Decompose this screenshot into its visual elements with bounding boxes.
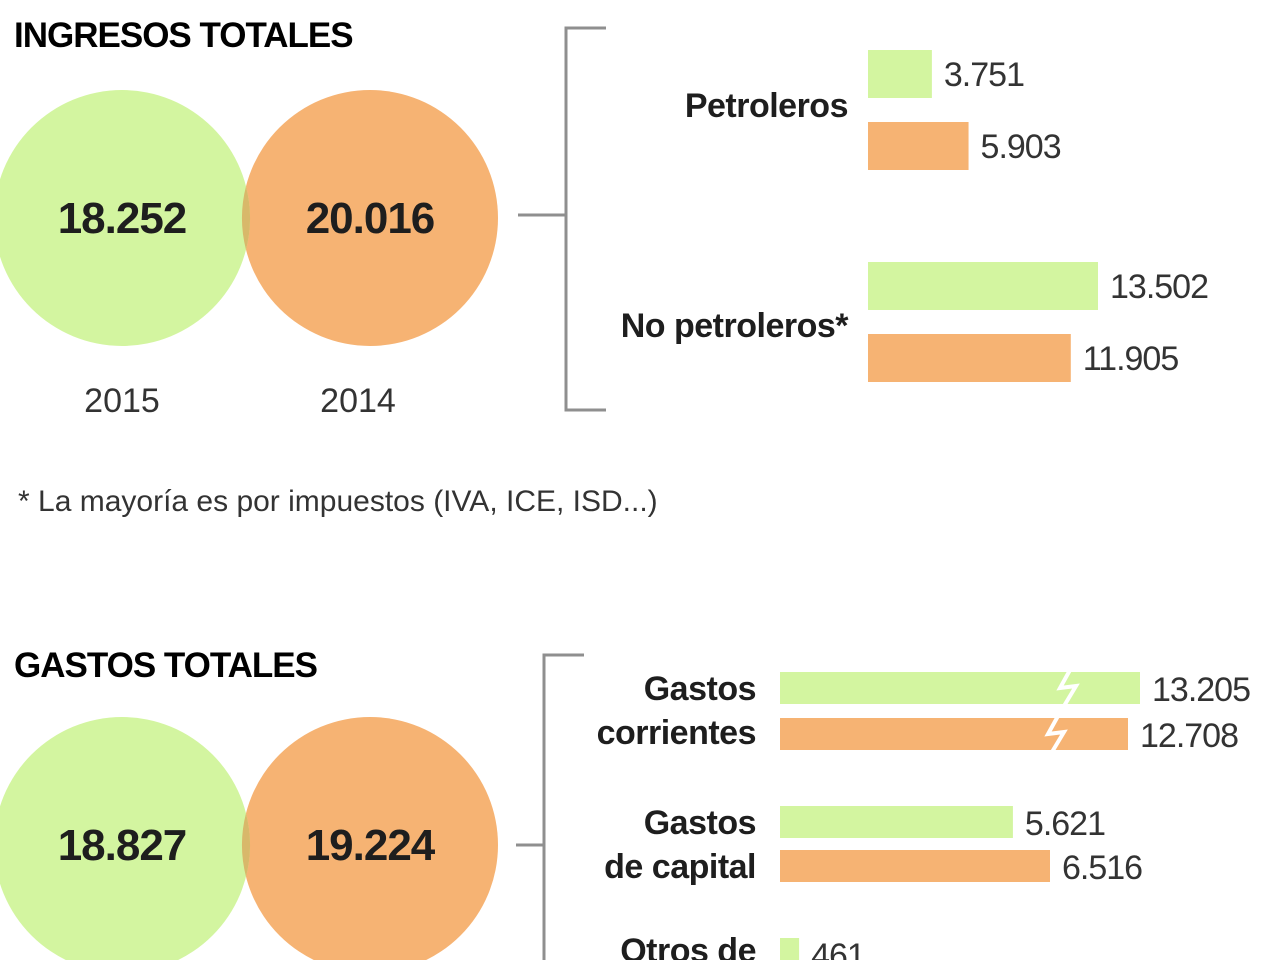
value-label-ingresos-2015-0: 3.751 [944, 56, 1024, 94]
circle-2015-gastos [0, 717, 250, 960]
circle-overlap-ingresos [241, 186, 250, 250]
total-label-2015-ingresos: 18.252 [58, 194, 187, 243]
category-label-gastos-0-1: corrientes [597, 714, 756, 752]
bar-gastos-2015-2 [780, 938, 800, 960]
value-label-gastos-2014-1: 6.516 [1062, 849, 1142, 887]
bar-ingresos-2015-1 [868, 262, 1098, 310]
bar-gastos-2014-1 [780, 850, 1050, 882]
circle-2015-ingresos [0, 90, 250, 346]
bracket [542, 653, 584, 960]
value-label-gastos-2015-0: 13.205 [1152, 671, 1250, 709]
total-label-2015-gastos: 18.827 [58, 821, 187, 870]
bracket [564, 26, 606, 412]
total-label-2014-ingresos: 20.016 [306, 194, 435, 243]
value-label-ingresos-2014-0: 5.903 [981, 128, 1061, 166]
circle-2014-ingresos [242, 90, 498, 346]
circle-2014-gastos [242, 717, 498, 960]
category-label-ingresos-1: No petroleros* [621, 307, 850, 345]
category-label-gastos-0-0: Gastos [644, 670, 756, 708]
value-label-gastos-2014-0: 12.708 [1140, 717, 1238, 755]
circle-overlap-gastos [241, 813, 250, 877]
bar-gastos-2015-0 [780, 672, 1140, 704]
axis-break-mark-2015 [1056, 669, 1080, 708]
year-label-2015: 2015 [84, 382, 160, 420]
value-label-ingresos-2015-1: 13.502 [1110, 268, 1208, 306]
bar-ingresos-2014-1 [868, 334, 1071, 382]
category-label-gastos-1-1: de capital [604, 848, 756, 886]
footnote: * La mayoría es por impuestos (IVA, ICE,… [18, 485, 658, 518]
category-label-ingresos-0: Petroleros [685, 87, 848, 125]
category-label-gastos-1-0: Gastos [644, 804, 756, 842]
value-label-ingresos-2014-1: 11.905 [1083, 340, 1179, 378]
chart-title-ingresos: INGRESOS TOTALES [14, 16, 354, 55]
bar-ingresos-2015-0 [868, 50, 932, 98]
bar-gastos-2014-0 [780, 718, 1128, 750]
year-label-2014: 2014 [320, 382, 396, 420]
value-label-gastos-2015-2: 461 [811, 937, 865, 960]
chart-title-gastos: GASTOS TOTALES [14, 646, 318, 685]
total-label-2014-gastos: 19.224 [306, 821, 436, 870]
bar-ingresos-2014-0 [868, 122, 969, 170]
value-label-gastos-2015-1: 5.621 [1025, 805, 1105, 843]
axis-break-mark-2014 [1044, 715, 1068, 754]
category-label-gastos-2-0: Otros de [620, 932, 756, 960]
bar-gastos-2015-1 [780, 806, 1013, 838]
